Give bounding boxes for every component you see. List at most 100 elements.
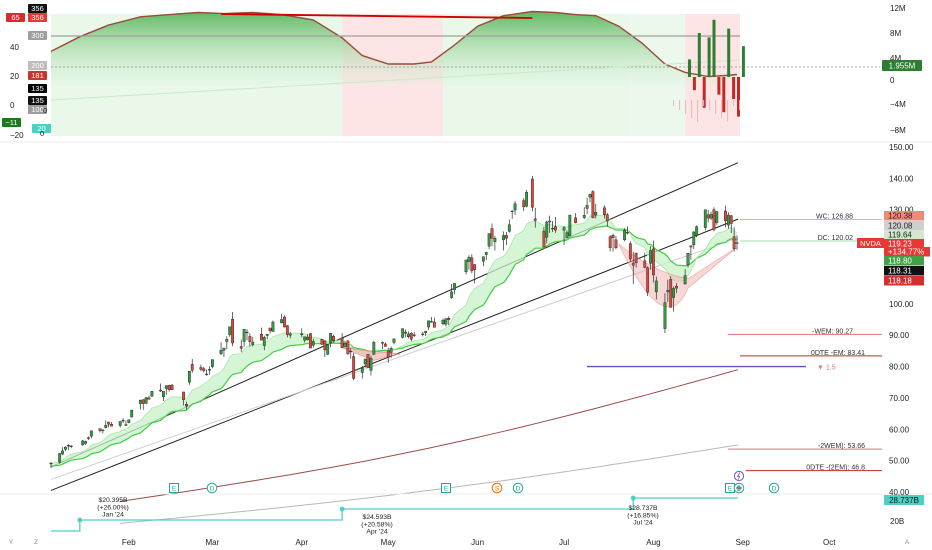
candle[interactable] bbox=[588, 193, 592, 203]
candle[interactable] bbox=[369, 356, 373, 376]
price-panel[interactable]: WC: 126.88 DC: 120.02 -WEM: 90.27 0DTE -EM:… bbox=[49, 162, 882, 524]
event-marker[interactable]: E bbox=[169, 483, 179, 493]
candle[interactable] bbox=[280, 313, 283, 324]
candle[interactable] bbox=[182, 391, 185, 406]
candle[interactable] bbox=[84, 440, 87, 445]
candle[interactable] bbox=[147, 395, 151, 400]
candle[interactable] bbox=[110, 422, 113, 427]
event-marker[interactable]: D bbox=[768, 482, 780, 494]
candle[interactable] bbox=[285, 325, 289, 338]
candle[interactable] bbox=[623, 228, 626, 242]
candle[interactable] bbox=[170, 384, 174, 390]
candle[interactable] bbox=[703, 209, 707, 231]
candle[interactable] bbox=[712, 207, 716, 232]
candle[interactable] bbox=[545, 220, 549, 244]
candle[interactable] bbox=[634, 252, 638, 268]
candle[interactable] bbox=[262, 335, 266, 351]
candle[interactable] bbox=[715, 210, 719, 225]
candle[interactable] bbox=[101, 429, 105, 434]
candle[interactable] bbox=[424, 330, 428, 337]
candle[interactable] bbox=[412, 332, 416, 338]
candle[interactable] bbox=[323, 340, 327, 357]
candle[interactable] bbox=[695, 225, 699, 238]
candle[interactable] bbox=[265, 334, 269, 340]
candle[interactable] bbox=[407, 331, 410, 339]
candle[interactable] bbox=[306, 334, 309, 341]
candle[interactable] bbox=[689, 245, 693, 260]
candle[interactable] bbox=[626, 226, 629, 235]
candle[interactable] bbox=[219, 342, 223, 355]
candle[interactable] bbox=[332, 334, 335, 343]
candle[interactable] bbox=[484, 251, 488, 260]
candle[interactable] bbox=[162, 391, 165, 402]
candle[interactable] bbox=[605, 212, 609, 227]
candle[interactable] bbox=[271, 320, 275, 333]
candle[interactable] bbox=[493, 235, 497, 251]
candle[interactable] bbox=[159, 383, 162, 392]
candle[interactable] bbox=[64, 446, 67, 452]
candle[interactable] bbox=[87, 436, 90, 440]
candle[interactable] bbox=[530, 175, 534, 212]
candle[interactable] bbox=[646, 266, 650, 296]
candle[interactable] bbox=[199, 364, 203, 371]
candle[interactable] bbox=[251, 336, 255, 347]
candle[interactable] bbox=[231, 311, 234, 347]
candle[interactable] bbox=[453, 283, 456, 295]
candle[interactable] bbox=[69, 445, 73, 449]
candle[interactable] bbox=[245, 329, 249, 341]
candle[interactable] bbox=[565, 230, 569, 238]
candle[interactable] bbox=[654, 276, 658, 300]
candle[interactable] bbox=[248, 333, 252, 347]
candle[interactable] bbox=[381, 341, 384, 349]
candle[interactable] bbox=[672, 286, 675, 312]
candle[interactable] bbox=[389, 346, 393, 358]
candle[interactable] bbox=[366, 354, 370, 369]
candle[interactable] bbox=[343, 340, 347, 349]
candle[interactable] bbox=[208, 366, 211, 375]
candle[interactable] bbox=[118, 421, 122, 428]
candle[interactable] bbox=[603, 205, 606, 219]
candle[interactable] bbox=[141, 399, 145, 410]
candle[interactable] bbox=[441, 318, 445, 326]
candle[interactable] bbox=[726, 212, 730, 229]
candle[interactable] bbox=[349, 347, 353, 359]
candle[interactable] bbox=[652, 240, 655, 283]
candle[interactable] bbox=[706, 210, 710, 223]
candle[interactable] bbox=[66, 444, 70, 450]
candle[interactable] bbox=[372, 340, 376, 355]
candle[interactable] bbox=[222, 347, 226, 358]
candle[interactable] bbox=[300, 328, 304, 338]
candle[interactable] bbox=[360, 365, 364, 379]
candle[interactable] bbox=[562, 226, 566, 245]
candle[interactable] bbox=[401, 328, 405, 339]
candle[interactable] bbox=[709, 211, 713, 221]
candle[interactable] bbox=[311, 338, 315, 348]
candle[interactable] bbox=[58, 453, 62, 464]
candle[interactable] bbox=[735, 235, 739, 250]
candle[interactable] bbox=[447, 316, 451, 326]
event-marker[interactable]: E bbox=[725, 483, 735, 493]
candle[interactable] bbox=[649, 246, 652, 270]
candle[interactable] bbox=[81, 439, 85, 446]
candle[interactable] bbox=[363, 358, 367, 368]
candle[interactable] bbox=[239, 339, 243, 353]
candle[interactable] bbox=[724, 205, 727, 228]
candle[interactable] bbox=[190, 359, 194, 373]
candle[interactable] bbox=[185, 401, 188, 410]
candle[interactable] bbox=[432, 317, 436, 328]
candle[interactable] bbox=[686, 253, 690, 268]
candle[interactable] bbox=[450, 284, 454, 299]
candle[interactable] bbox=[260, 327, 263, 341]
candle[interactable] bbox=[643, 252, 647, 269]
candle[interactable] bbox=[470, 254, 474, 274]
candle[interactable] bbox=[522, 198, 526, 211]
candle[interactable] bbox=[568, 214, 572, 237]
candle[interactable] bbox=[490, 223, 494, 247]
event-marker[interactable]: D bbox=[512, 482, 524, 494]
candle[interactable] bbox=[683, 269, 687, 285]
candle[interactable] bbox=[591, 190, 595, 219]
candle[interactable] bbox=[383, 342, 387, 347]
candle[interactable] bbox=[164, 385, 168, 395]
candle[interactable] bbox=[121, 418, 125, 424]
candle[interactable] bbox=[585, 197, 589, 215]
